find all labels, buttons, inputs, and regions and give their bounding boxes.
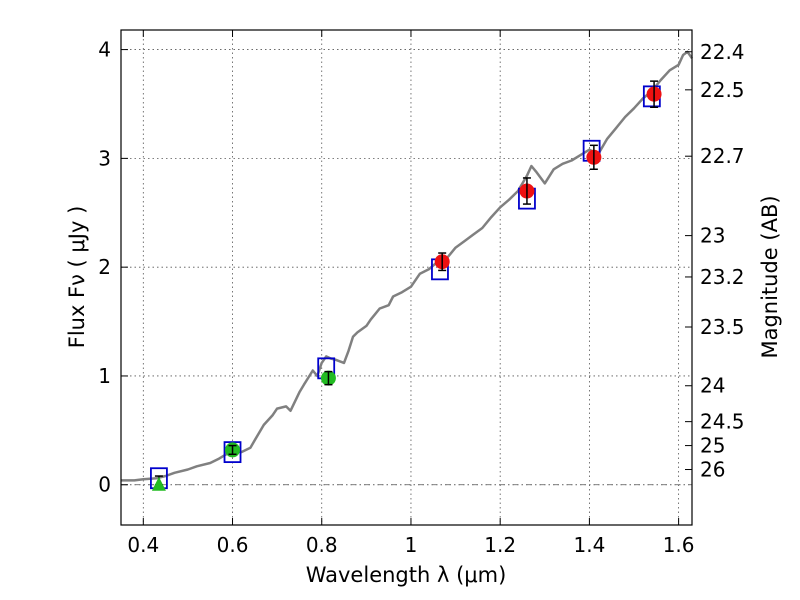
x-tick-label: 1.6 (663, 533, 695, 557)
right-tick-label: 25 (700, 434, 725, 458)
right-tick-label: 23 (700, 224, 725, 248)
y-tick-label: 1 (98, 364, 111, 388)
x-tick-label: 1 (405, 533, 418, 557)
right-tick-label: 22.7 (700, 144, 745, 168)
model-square-marker (223, 441, 242, 464)
y-tick-label: 0 (98, 473, 111, 497)
y-tick-label: 3 (98, 146, 111, 170)
right-tick-label: 23.5 (700, 315, 745, 339)
right-tick-label: 26 (700, 458, 725, 482)
x-tick-label: 0.4 (127, 533, 159, 557)
x-tick-label: 0.6 (217, 533, 249, 557)
right-tick-label: 23.2 (700, 265, 745, 289)
x-tick-label: 1.2 (484, 533, 516, 557)
right-tick-label: 24.5 (700, 410, 745, 434)
x-tick-label: 0.8 (306, 533, 338, 557)
plot-frame (120, 29, 693, 526)
y-axis-title: Flux Fν ( μJy ) (65, 206, 89, 349)
marker-layer (150, 80, 662, 491)
right-axis-title: Magnitude (AB) (758, 195, 782, 358)
y-tick-label: 4 (98, 38, 111, 62)
y-tick-label: 2 (98, 255, 111, 279)
x-tick-label: 1.4 (573, 533, 605, 557)
x-axis-title: Wavelength λ (μm) (306, 563, 507, 587)
right-tick-label: 22.5 (700, 78, 745, 102)
right-tick-label: 24 (700, 374, 725, 398)
right-tick-label: 22.4 (700, 40, 745, 64)
grid (121, 30, 692, 525)
upper-limit-marker (151, 476, 166, 491)
